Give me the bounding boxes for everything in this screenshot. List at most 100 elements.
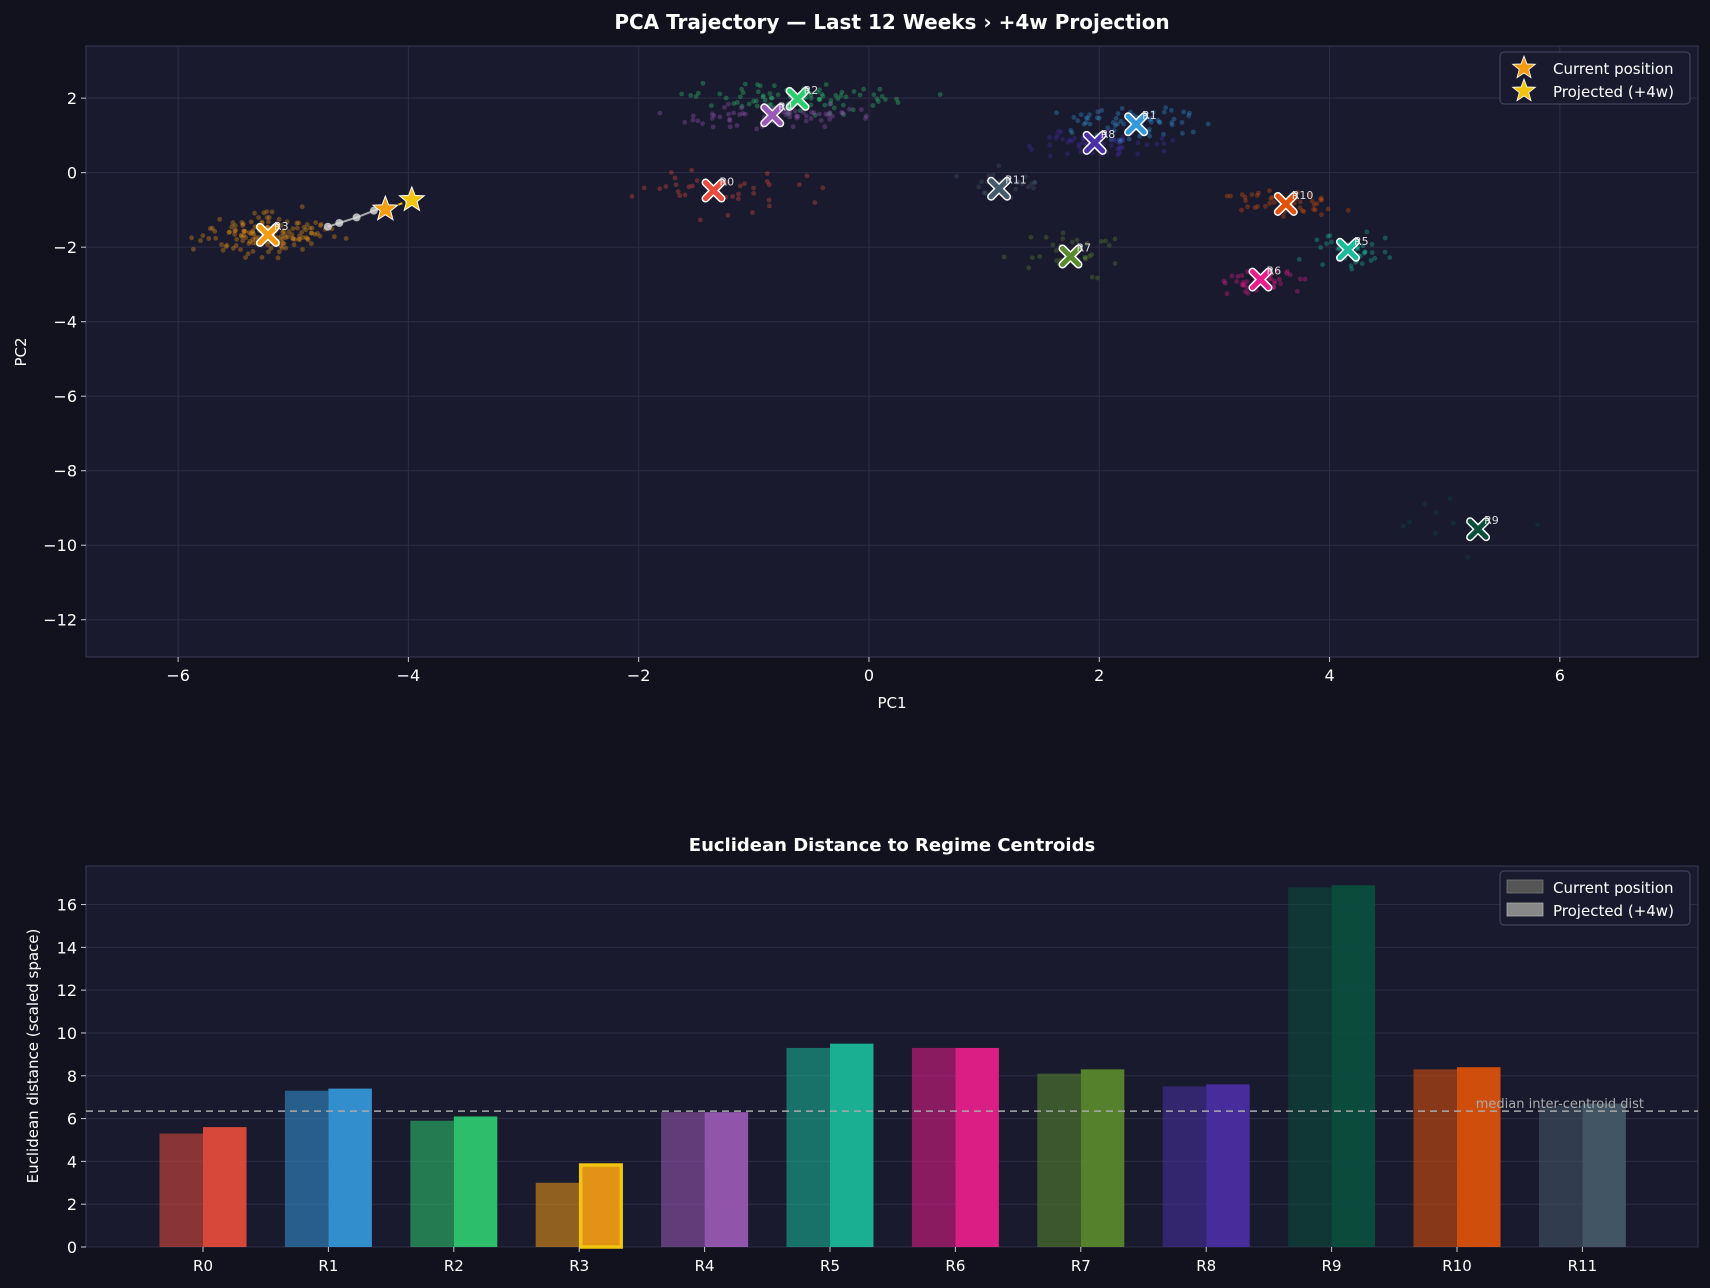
bar-projected [704,1112,749,1247]
scatter-history-point [1318,197,1323,203]
bar-projected [328,1088,372,1247]
scatter-history-point [212,228,218,234]
scatter-history-point [874,96,880,102]
scatter-history-point [827,101,833,107]
scatter-history-point [1382,235,1388,241]
scatter-history-point [731,110,736,116]
scatter-history-point [281,228,286,233]
scatter-history-point [876,99,881,104]
scatter-history-point [996,163,1002,169]
scatter-history-point [275,255,281,261]
scatter-history-point [700,121,705,126]
scatter-history-point [231,245,236,251]
centroid-label: R3 [274,220,289,233]
scatter-history-point [1053,135,1059,141]
scatter-history-point [760,93,766,99]
centroid-label: R5 [1354,235,1369,248]
scatter-history-point [277,249,282,255]
scatter-history-point [859,107,864,113]
scatter-history-point [241,228,246,234]
scatter-history-point [1186,113,1192,119]
scatter-history-point [242,228,248,234]
scatter-history-point [1082,255,1088,261]
scatter-history-point [1235,274,1241,279]
scatter-ytick-label: −12 [43,611,77,630]
scatter-history-point [1026,184,1031,190]
scatter-history-point [266,215,272,220]
scatter-history-point [727,118,733,123]
scatter-history-point [757,83,763,89]
scatter-history-point [843,94,849,100]
scatter-history-point [1029,147,1034,153]
scatter-history-point [1451,520,1456,526]
scatter-history-point [1085,116,1091,121]
scatter-history-point [766,182,772,188]
scatter-history-point [1364,229,1370,235]
scatter-history-point [1163,105,1168,111]
scatter-history-point [1311,202,1317,208]
scatter-stars [371,185,426,221]
scatter-history-point [737,112,742,117]
scatter-history-point [831,105,837,111]
scatter-history-point [803,118,809,124]
scatter-history-point [823,111,829,117]
scatter-history-point [675,189,681,195]
centroid-label: R9 [1484,514,1499,527]
scatter-history-point [695,118,701,124]
scatter-history-point [700,80,706,86]
scatter-history-point [1117,139,1123,144]
scatter-history-point [331,234,337,240]
scatter-ytick-label: −6 [53,387,77,406]
bar-legend-current-swatch [1506,879,1544,894]
scatter-history-point [954,173,959,179]
scatter-history-point [1120,134,1126,140]
scatter-history-point [1031,185,1036,191]
bar-legend-box [1499,870,1691,926]
scatter-history-point [822,102,828,108]
scatter-history-point [318,222,324,227]
scatter-history-point [760,94,766,100]
bar-projected [955,1047,999,1247]
scatter-history-point [1078,112,1084,117]
scatter-history-point [1032,179,1038,185]
scatter-history-point [1043,234,1049,240]
scatter-history-point [280,229,286,235]
scatter-xtick-label: −6 [166,666,190,685]
centroid-label: R2 [804,84,819,97]
legend-star-projected [1511,77,1537,102]
scatter-history-point [1314,237,1320,243]
scatter-history-point [217,216,223,222]
scatter-history-point [754,126,759,132]
scatter-history-point [1120,138,1126,144]
scatter-history-point [1169,120,1174,125]
centroid-marker [1084,132,1106,154]
scatter-history-point [309,225,315,231]
scatter-history-point [1252,205,1258,211]
scatter-history-point [1255,204,1260,209]
scatter-history-point [1433,510,1439,515]
scatter-history-point [839,110,845,115]
scatter-history-point [305,236,310,241]
scatter-history-point [1032,180,1038,185]
scatter-history-point [711,113,717,118]
scatter-history-point [1047,135,1052,140]
centroid-label: R7 [1076,241,1091,254]
scatter-history-point [250,249,256,254]
scatter-history-point [689,167,695,173]
scatter-history-point [1271,280,1277,286]
scatter-history-point [238,247,243,253]
scatter-history-point [1345,207,1351,213]
scatter-history-point [250,229,256,235]
scatter-history-point [250,240,256,246]
scatter-history-point [1161,148,1167,154]
scatter-history-point [1171,116,1177,122]
scatter-history-point [1222,280,1228,286]
scatter-history-point [1050,242,1056,248]
scatter-history-point [292,237,298,242]
scatter-history-point [290,236,296,242]
scatter-history-point [213,235,219,241]
scatter-history-point [1234,279,1239,284]
scatter-history-point [894,96,899,102]
scatter-history-point [1254,193,1260,198]
bar-bars [159,885,1626,1249]
